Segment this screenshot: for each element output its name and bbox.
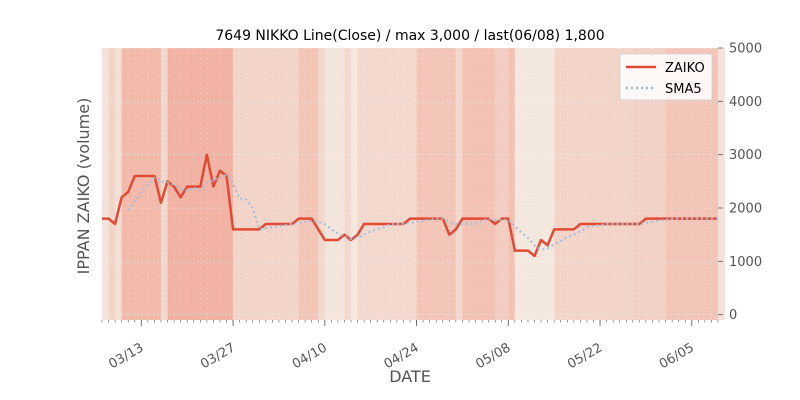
x-axis-ticks: 03/13 03/27 04/10 04/24 05/08 05/22 06/05 <box>101 320 719 372</box>
background-band <box>508 48 516 320</box>
background-band <box>357 48 417 320</box>
x-tick-label: 04/10 <box>290 340 330 372</box>
x-tick-label: 05/08 <box>473 340 513 372</box>
x-tick-label: 03/27 <box>198 340 238 372</box>
y-tick-label: 5000 <box>729 42 762 57</box>
y-axis-label: IPPAN ZAIKO (volume) <box>74 98 93 275</box>
background-band <box>718 48 725 320</box>
y-tick-label: 2000 <box>729 202 762 217</box>
background-band <box>455 48 463 320</box>
y-tick-label: 4000 <box>729 95 762 110</box>
y-axis-ticks: 0 1000 2000 3000 4000 5000 <box>718 42 762 323</box>
background-band <box>462 48 496 320</box>
background-band <box>115 48 123 320</box>
chart-title: 7649 NIKKO Line(Close) / max 3,000 / las… <box>215 28 604 44</box>
x-tick-label: 06/05 <box>657 340 697 372</box>
background-band <box>318 48 326 320</box>
y-tick-label: 1000 <box>729 255 762 270</box>
series-layer <box>101 153 719 258</box>
legend: ZAIKO SMA5 <box>619 53 713 101</box>
y-tick-label: 3000 <box>729 148 762 163</box>
background-band <box>160 48 168 320</box>
background-band <box>324 48 345 320</box>
legend-label-zaiko: ZAIKO <box>665 61 705 76</box>
x-axis-label: DATE <box>389 367 431 386</box>
x-tick-label: 03/13 <box>106 340 146 372</box>
background-band <box>298 48 319 320</box>
background-band <box>344 48 352 320</box>
background-band <box>102 48 109 320</box>
legend-label-sma5: SMA5 <box>665 82 702 97</box>
background-band <box>108 48 116 320</box>
y-tick-label: 0 <box>729 308 737 323</box>
background-band <box>351 48 358 320</box>
x-tick-label: 05/22 <box>565 340 605 372</box>
